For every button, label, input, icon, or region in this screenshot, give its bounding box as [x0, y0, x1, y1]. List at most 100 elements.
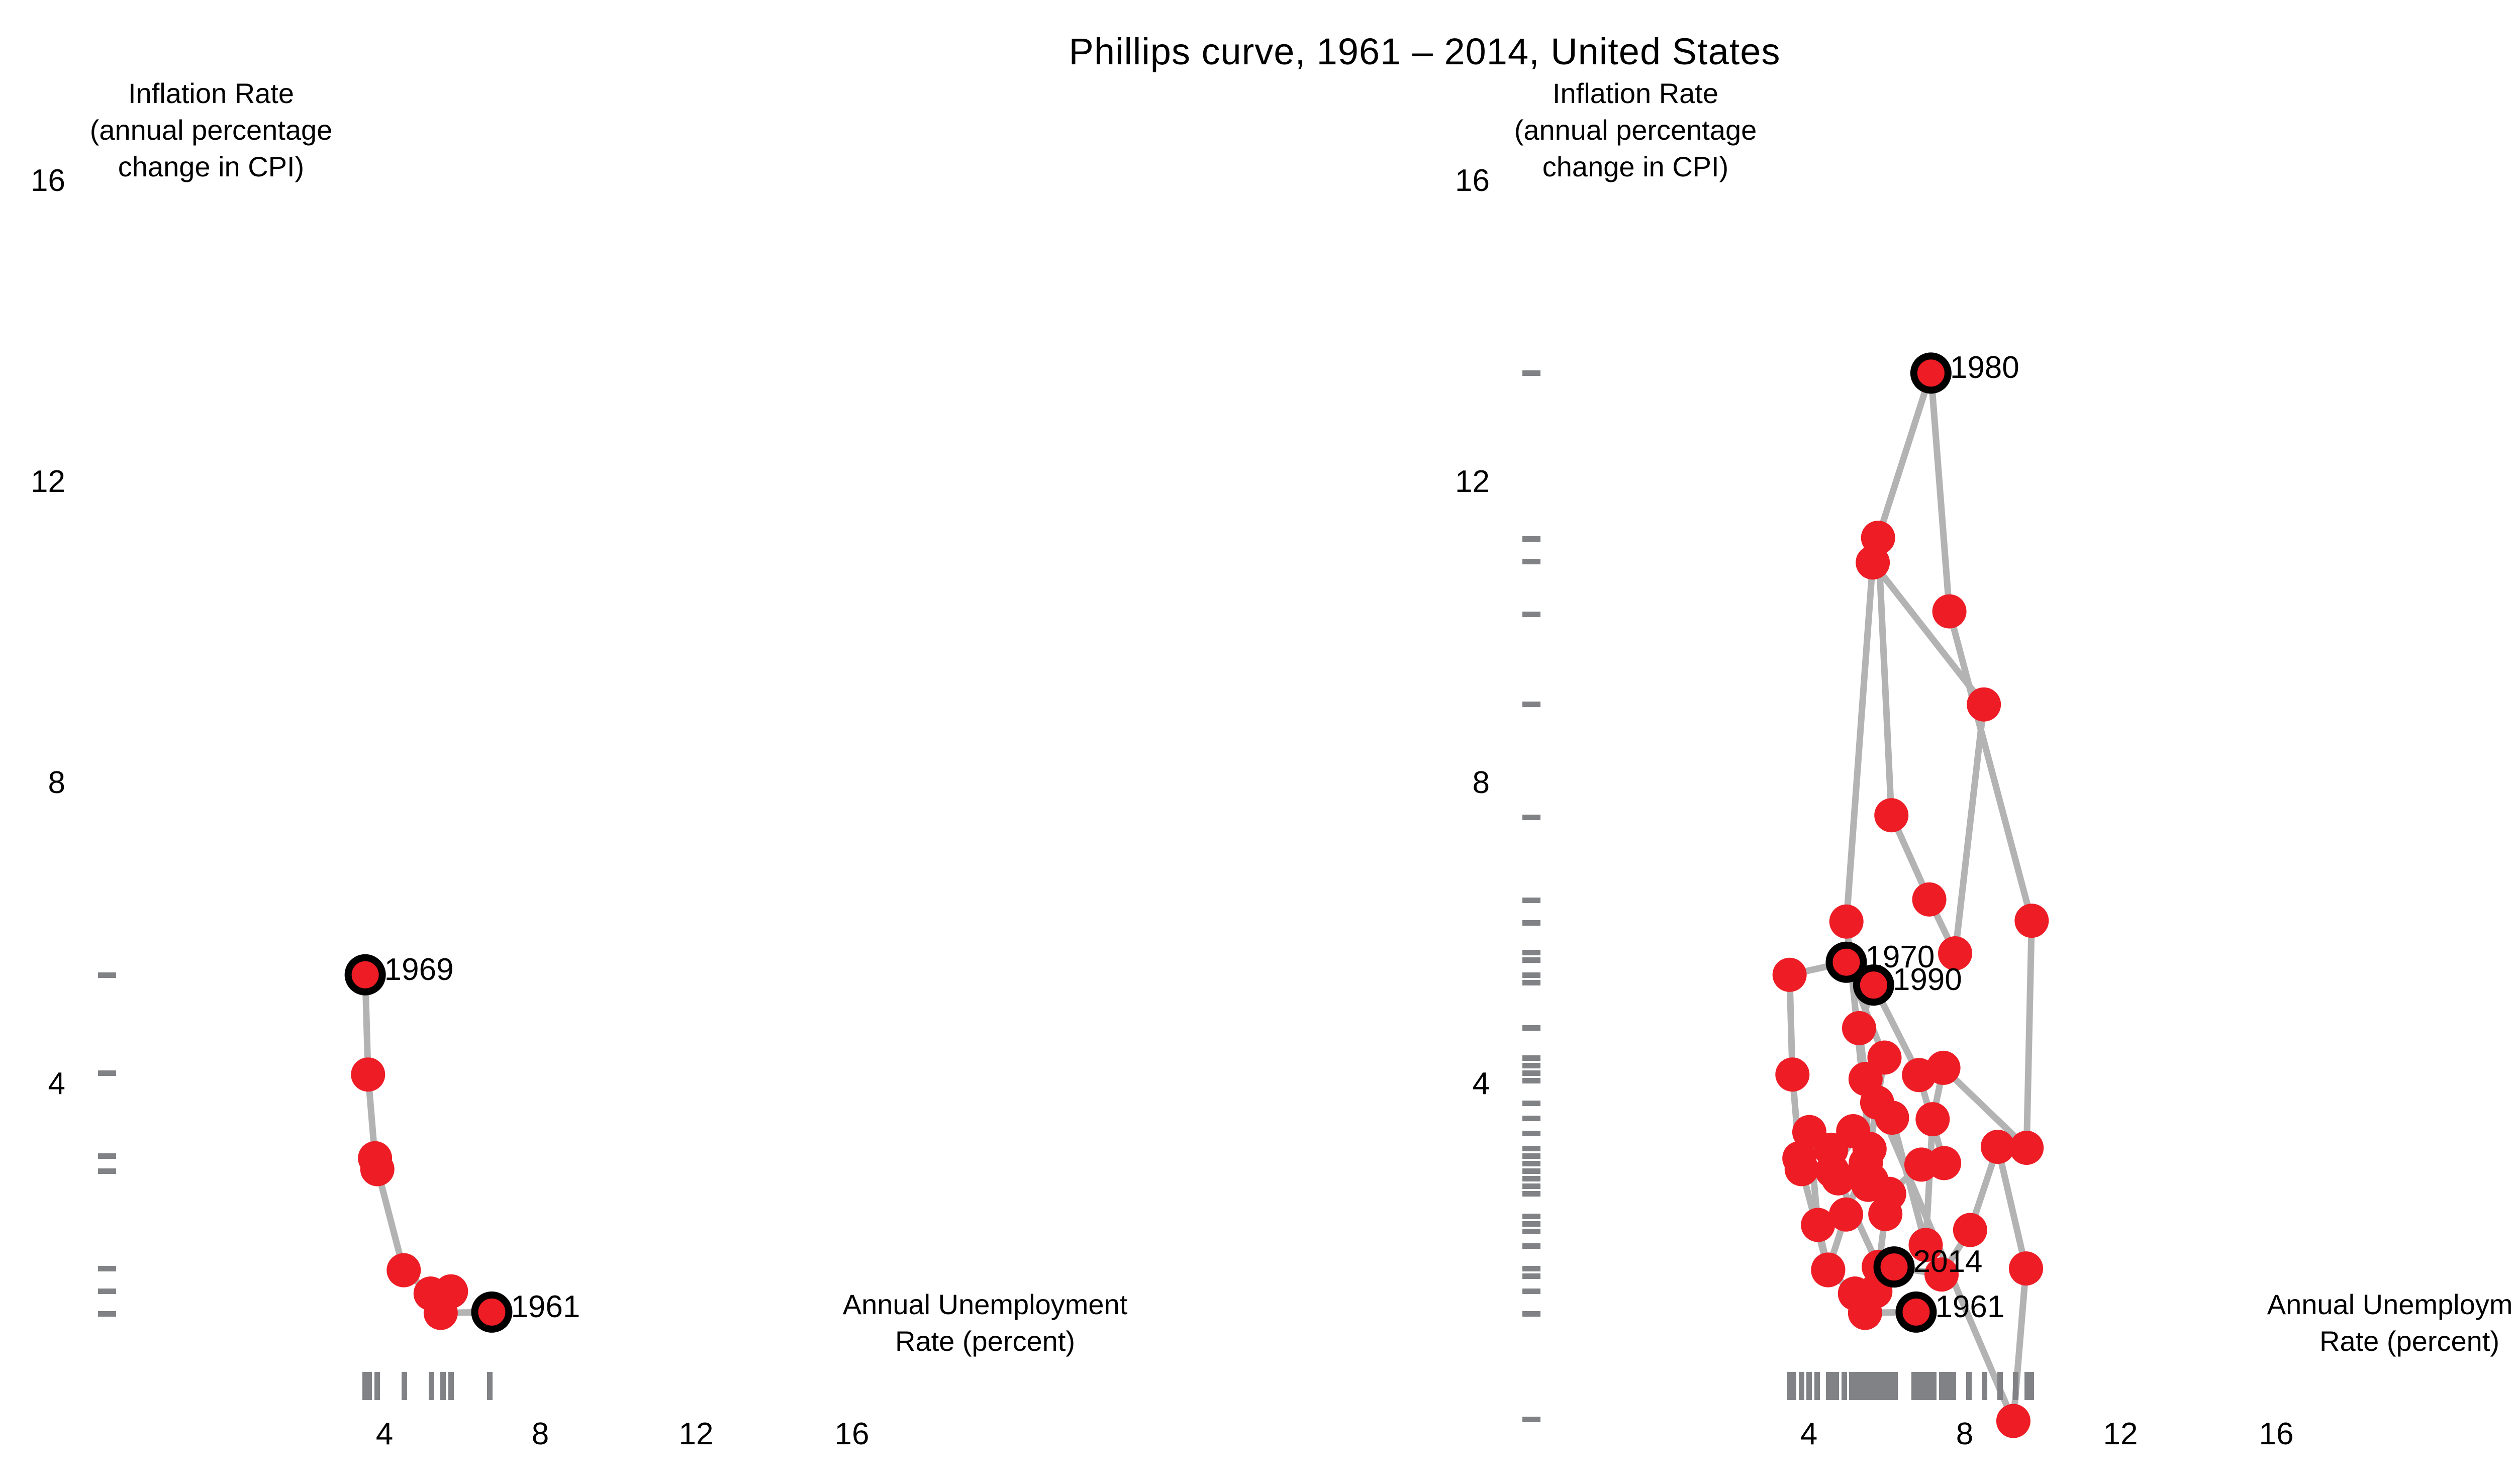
x-axis-title: Annual Unemployment Rate (percent) [2267, 1289, 2513, 1357]
x-axis-title: Annual Unemployment Rate (percent) [842, 1289, 1128, 1357]
x-axis-rug-tick [1943, 1372, 1949, 1400]
x-axis-tick-label: 4 [375, 1417, 394, 1451]
data-point[interactable] [1908, 1228, 1943, 1262]
x-axis-rug-tick [1880, 1372, 1886, 1400]
x-axis-tick-label: 12 [2103, 1417, 2138, 1451]
x-axis-rug-tick [2024, 1372, 2030, 1400]
data-point[interactable] [1874, 798, 1909, 833]
x-axis-rug-tick [362, 1372, 368, 1400]
data-point[interactable] [351, 1057, 385, 1092]
data-point[interactable] [386, 1253, 421, 1288]
data-point-year-label: 1961 [511, 1289, 581, 1324]
data-point[interactable] [2014, 904, 2049, 938]
y-axis-title: Inflation Rate (annual percentage change… [1514, 77, 1757, 182]
connector-line [1927, 369, 1953, 615]
x-axis-rug-tick [401, 1372, 407, 1400]
data-point[interactable] [2009, 1131, 2044, 1165]
data-point-labeled[interactable] [1853, 964, 1894, 1006]
x-axis-rug-tick [1927, 1372, 1933, 1400]
data-point[interactable] [1932, 594, 1967, 629]
data-point[interactable] [1953, 1213, 1987, 1247]
data-point[interactable] [1996, 1404, 2031, 1438]
y-axis-rug-tick [1522, 972, 1540, 978]
x-axis-tick-label: 16 [834, 1417, 869, 1451]
x-axis-rug-tick [1829, 1372, 1835, 1400]
data-point-labeled[interactable] [1910, 352, 1952, 394]
data-point-labeled[interactable] [1895, 1291, 1937, 1333]
y-axis-tick-label: 8 [48, 765, 65, 800]
y-axis-rug-tick [1522, 1025, 1540, 1031]
data-point[interactable] [358, 1141, 393, 1175]
y-axis-rug-tick [1522, 1289, 1540, 1295]
x-axis-tick-label: 12 [679, 1417, 714, 1451]
data-point-year-label: 2014 [1913, 1244, 1983, 1279]
connector-line [1875, 369, 1935, 541]
x-axis-rug-tick [1892, 1372, 1898, 1400]
data-point[interactable] [1801, 1208, 1835, 1242]
x-axis-rug-tick [1849, 1372, 1855, 1400]
data-point[interactable] [1861, 521, 1895, 555]
data-point[interactable] [1829, 904, 1864, 939]
data-point[interactable] [1938, 936, 1973, 971]
data-point[interactable] [1902, 1058, 1937, 1093]
y-axis-rug-tick [1522, 1145, 1540, 1151]
data-point-year-label: 1980 [1950, 350, 2019, 385]
data-point[interactable] [1924, 1257, 1959, 1292]
data-point[interactable] [1851, 1167, 1886, 1202]
x-axis-rug-tick [1857, 1372, 1863, 1400]
y-axis-tick-label: 16 [1455, 163, 1490, 198]
data-point[interactable] [2009, 1251, 2044, 1286]
data-point[interactable] [1904, 1147, 1939, 1182]
x-axis-rug-tick [440, 1372, 446, 1400]
x-axis-rug-tick [1966, 1372, 1972, 1400]
y-axis-rug-tick [1522, 1078, 1540, 1084]
x-axis-rug-tick [1833, 1372, 1840, 1400]
x-axis-rug-tick [1872, 1372, 1878, 1400]
y-axis-rug-tick [98, 972, 116, 978]
y-axis-rug-tick [1522, 1228, 1540, 1234]
x-axis-rug-tick [1919, 1372, 1925, 1400]
panel-right: Inflation Rate (annual percentage change… [1424, 0, 2513, 1484]
data-point[interactable] [1868, 1197, 1903, 1231]
x-axis-rug-tick [1884, 1372, 1890, 1400]
x-axis-rug-tick [1841, 1372, 1847, 1400]
y-axis-tick-label: 12 [31, 464, 65, 499]
data-point-labeled[interactable] [471, 1291, 513, 1333]
data-point[interactable] [1980, 1130, 2015, 1164]
data-point[interactable] [1915, 1102, 1950, 1137]
data-point-labeled[interactable] [1873, 1246, 1915, 1288]
data-point[interactable] [1838, 1276, 1872, 1311]
data-point-labeled[interactable] [344, 954, 386, 996]
y-axis-rug-tick [1522, 611, 1540, 617]
data-point[interactable] [1828, 1197, 1863, 1232]
data-point[interactable] [1860, 1085, 1894, 1120]
data-point[interactable] [1775, 1057, 1810, 1092]
y-axis-rug-tick [1522, 1175, 1540, 1181]
y-axis-rug-tick [1522, 1213, 1540, 1219]
connector-line [1940, 1064, 2030, 1151]
y-axis-tick-label: 4 [48, 1066, 65, 1101]
y-axis-rug-tick [1522, 1100, 1540, 1106]
data-point-labeled[interactable] [1825, 941, 1867, 983]
x-axis-rug-tick [1911, 1372, 1917, 1400]
y-axis-rug-tick [1522, 536, 1540, 542]
y-axis-rug-tick [1522, 920, 1540, 926]
y-axis-rug-tick [1522, 1191, 1540, 1197]
data-point[interactable] [1815, 1154, 1850, 1189]
y-axis-rug-tick [1522, 950, 1540, 956]
data-point[interactable] [1967, 687, 2001, 722]
data-point[interactable] [1842, 1011, 1876, 1045]
connector-line [1875, 534, 1895, 819]
data-point[interactable] [1811, 1252, 1846, 1287]
data-point[interactable] [1912, 882, 1947, 917]
y-axis-rug-tick [1522, 1130, 1540, 1136]
y-axis-rug-tick [98, 1266, 116, 1272]
data-point[interactable] [1772, 957, 1807, 992]
y-axis-rug-tick [1522, 1243, 1540, 1249]
data-point[interactable] [1782, 1141, 1817, 1175]
x-axis-rug-tick [1915, 1372, 1921, 1400]
data-point-year-label: 1961 [1935, 1289, 2005, 1324]
data-point[interactable] [413, 1276, 448, 1311]
x-axis-rug-tick [1947, 1372, 1952, 1400]
